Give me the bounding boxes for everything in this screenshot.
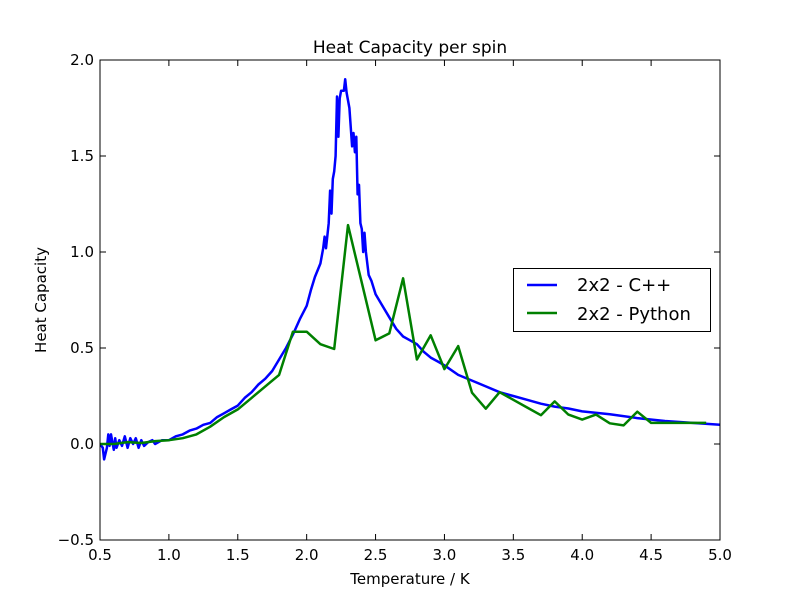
x-tick-label: 1.0: [157, 546, 181, 564]
legend: 2x2 - C++ 2x2 - Python: [513, 268, 711, 332]
x-tick-label: 3.0: [433, 546, 457, 564]
x-tick-label: 2.0: [295, 546, 319, 564]
series-line-python: [100, 223, 707, 446]
x-tick-label: 2.5: [364, 546, 388, 564]
y-tick-label: −0.5: [58, 531, 94, 549]
legend-label-python: 2x2 - Python: [577, 304, 691, 325]
x-tick-label: 4.5: [639, 546, 663, 564]
y-tick-label: 0.0: [70, 435, 94, 453]
y-tick-label: 1.0: [70, 243, 94, 261]
y-tick-label: 1.5: [70, 147, 94, 165]
x-tick-label: 0.5: [88, 546, 112, 564]
x-axis-label: Temperature / K: [349, 570, 471, 588]
x-tick-label: 4.0: [570, 546, 594, 564]
series-line-cpp: [100, 77, 720, 461]
x-tick-label: 3.5: [501, 546, 525, 564]
legend-label-cpp: 2x2 - C++: [577, 275, 671, 296]
x-tick-label: 1.5: [226, 546, 250, 564]
y-tick-label: 2.0: [70, 51, 94, 69]
legend-box: [513, 268, 711, 332]
y-tick-label: 0.5: [70, 339, 94, 357]
axes-frame: [99, 59, 721, 541]
x-tick-label: 5.0: [708, 546, 732, 564]
y-axis-label: Heat Capacity: [32, 247, 50, 353]
chart-title: Heat Capacity per spin: [313, 38, 507, 58]
